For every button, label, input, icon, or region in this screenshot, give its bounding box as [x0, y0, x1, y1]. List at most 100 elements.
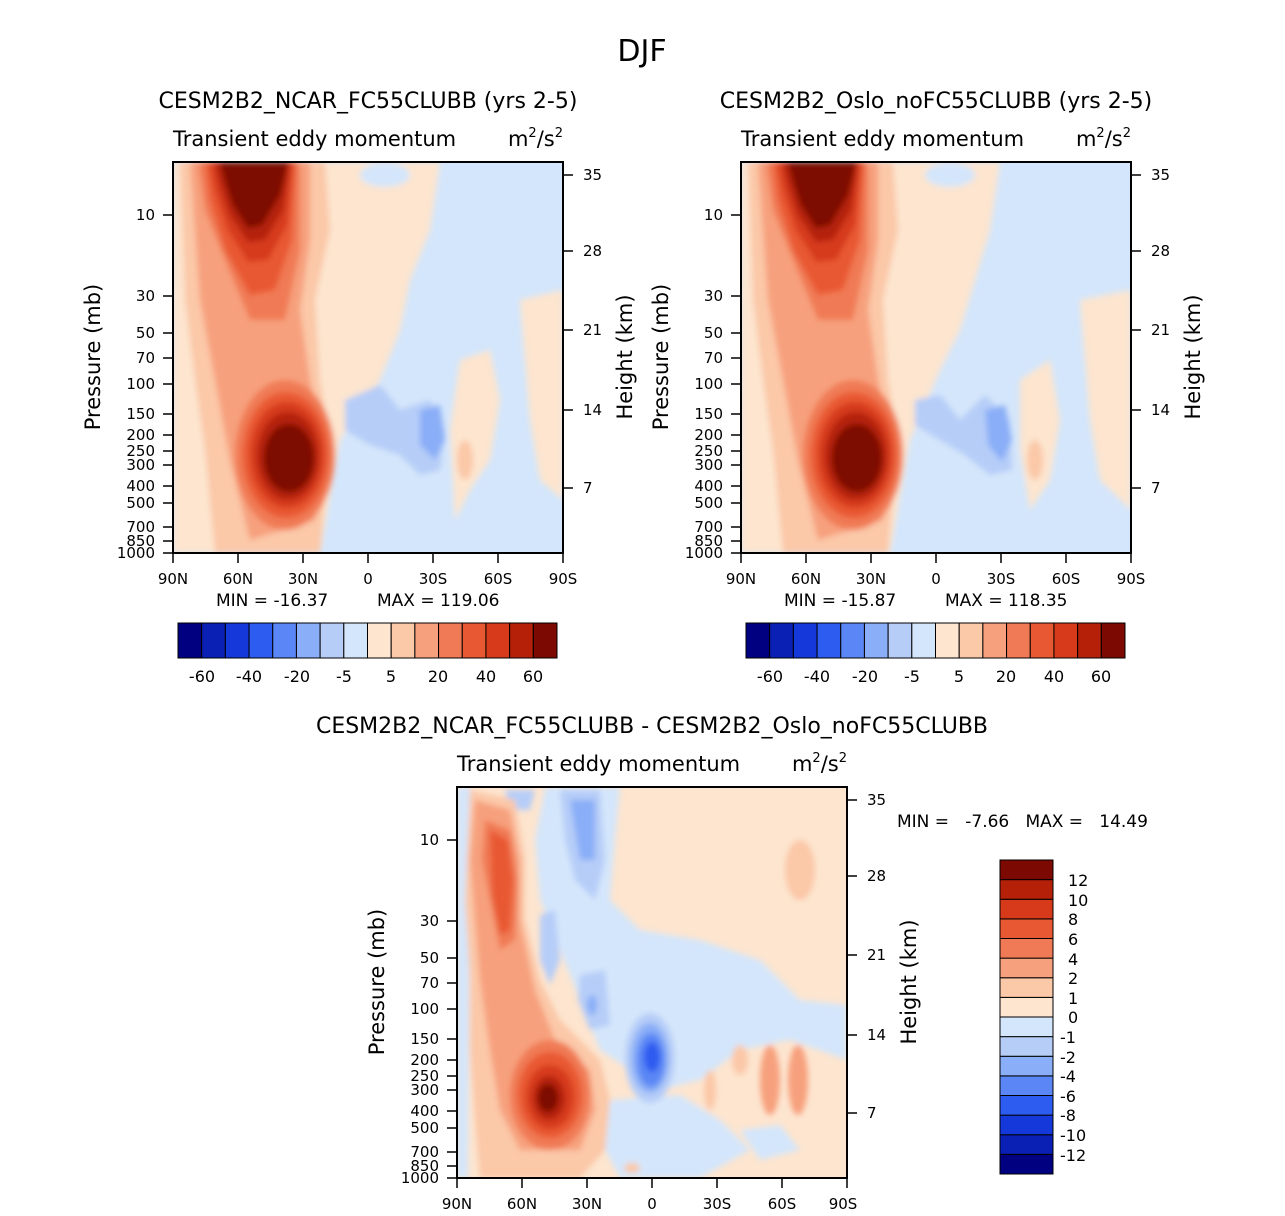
y-tick-label: 1000	[685, 544, 723, 562]
y-tick-label: 200	[410, 1051, 439, 1069]
colorbar-label: 6	[1068, 930, 1078, 949]
colorbar-swatch	[863, 622, 889, 659]
y-tick-label: 150	[410, 1030, 439, 1048]
colorbar-swatch	[792, 622, 818, 659]
x-tick-label: 90N	[442, 1195, 472, 1213]
colorbar-label: 20	[996, 667, 1016, 686]
colorbar-label: -40	[804, 667, 830, 686]
y-axis-label: Pressure (mb)	[649, 284, 673, 431]
panel-oslo: CESM2B2_Oslo_noFC55CLUBB (yrs 2-5) Trans…	[649, 89, 1205, 686]
colorbar-label: -20	[284, 667, 310, 686]
x-tick-label: 90S	[829, 1195, 858, 1213]
colorbar-swatch	[999, 1153, 1054, 1175]
colorbar-label: -8	[1060, 1106, 1076, 1125]
colorbar-swatch	[999, 1095, 1054, 1116]
x-tick-label: 60N	[507, 1195, 537, 1213]
colorbar-swatch	[999, 957, 1054, 979]
colorbar-swatch	[999, 1036, 1054, 1057]
colorbar-label: -5	[904, 667, 920, 686]
contour-field	[741, 162, 1131, 553]
colorbar-label: -60	[189, 667, 215, 686]
height-tick-label: 14	[583, 401, 602, 419]
colorbar-swatch	[319, 622, 345, 659]
colorbar-swatch	[532, 622, 558, 659]
y-tick-label: 70	[136, 349, 155, 367]
units-label: m2/s2	[792, 751, 847, 776]
colorbar-swatch	[295, 622, 321, 659]
height-tick-label: 28	[583, 242, 602, 260]
x-tick-label: 90N	[158, 570, 188, 588]
x-tick-label: 90S	[549, 570, 578, 588]
height-tick-label: 7	[1151, 479, 1161, 497]
height-tick-label: 21	[583, 321, 602, 339]
left-ticks	[731, 214, 741, 554]
colorbar-label: -5	[336, 667, 352, 686]
y-tick-label: 50	[420, 949, 439, 967]
colorbar	[999, 859, 1054, 1175]
height-tick-label: 14	[867, 1026, 886, 1044]
y-tick-label: 500	[410, 1119, 439, 1137]
y-tick-label: 10	[420, 831, 439, 849]
x-tick-label: 60S	[484, 570, 513, 588]
contour-field	[457, 787, 847, 1178]
x-tick-label: 30N	[856, 570, 886, 588]
colorbar-label: -60	[757, 667, 783, 686]
min-label: MIN = -15.87	[784, 591, 896, 611]
height-tick-label: 21	[867, 946, 886, 964]
colorbar	[745, 622, 1126, 659]
colorbar-swatch	[911, 622, 936, 659]
y-tick-label: 100	[694, 375, 723, 393]
colorbar-swatch	[887, 622, 913, 659]
x-tick-label: 30S	[703, 1195, 732, 1213]
colorbar-label: -4	[1060, 1067, 1076, 1086]
colorbar-label: 4	[1068, 950, 1078, 969]
colorbar-swatch	[999, 977, 1054, 998]
height-tick-label: 35	[583, 166, 602, 184]
colorbar	[177, 622, 558, 659]
colorbar-swatch	[769, 622, 794, 659]
y-tick-label: 50	[136, 324, 155, 342]
colorbar-label: -6	[1060, 1087, 1076, 1106]
y-tick-label: 200	[694, 426, 723, 444]
y-tick-label: 70	[420, 974, 439, 992]
height-tick-label: 28	[867, 867, 886, 885]
x-tick-label: 30S	[419, 570, 448, 588]
height-tick-label: 14	[1151, 401, 1170, 419]
colorbar-label: 8	[1068, 910, 1078, 929]
y-tick-label: 400	[126, 477, 155, 495]
height-tick-label: 35	[867, 791, 886, 809]
x-tick-label: 90S	[1117, 570, 1146, 588]
height-tick-label: 21	[1151, 321, 1170, 339]
y-tick-label: 850	[126, 532, 155, 550]
colorbar-label: 20	[428, 667, 448, 686]
colorbar-swatch	[958, 622, 984, 659]
colorbar-swatch	[414, 622, 440, 659]
colorbar-swatch	[840, 622, 865, 659]
colorbar-swatch	[272, 622, 297, 659]
max-label: MAX = 118.35	[945, 591, 1067, 611]
right-ticks	[847, 799, 857, 1114]
y-tick-label: 30	[704, 287, 723, 305]
x-tick-label: 30N	[288, 570, 318, 588]
colorbar-swatch	[999, 898, 1054, 920]
x-tick-label: 90N	[726, 570, 756, 588]
contour-field	[173, 162, 563, 553]
colorbar-swatch	[248, 622, 274, 659]
x-tick-label: 60S	[768, 1195, 797, 1213]
colorbar-swatch	[1100, 622, 1126, 659]
colorbar-label: 40	[1044, 667, 1064, 686]
y-tick-label: 700	[126, 518, 155, 536]
colorbar-swatch	[177, 622, 203, 659]
min-label: MIN = -16.37	[216, 591, 328, 611]
colorbar-label: 60	[1091, 667, 1111, 686]
x-tick-label: 60S	[1052, 570, 1081, 588]
y-tick-label: 150	[694, 405, 723, 423]
colorbar-swatch	[982, 622, 1008, 659]
colorbar-label: 0	[1068, 1008, 1078, 1027]
height-tick-label: 28	[1151, 242, 1170, 260]
colorbar-swatch	[999, 1134, 1054, 1155]
colorbar-label: 1	[1068, 989, 1078, 1008]
bottom-ticks	[172, 553, 564, 563]
y-tick-label: 400	[694, 477, 723, 495]
